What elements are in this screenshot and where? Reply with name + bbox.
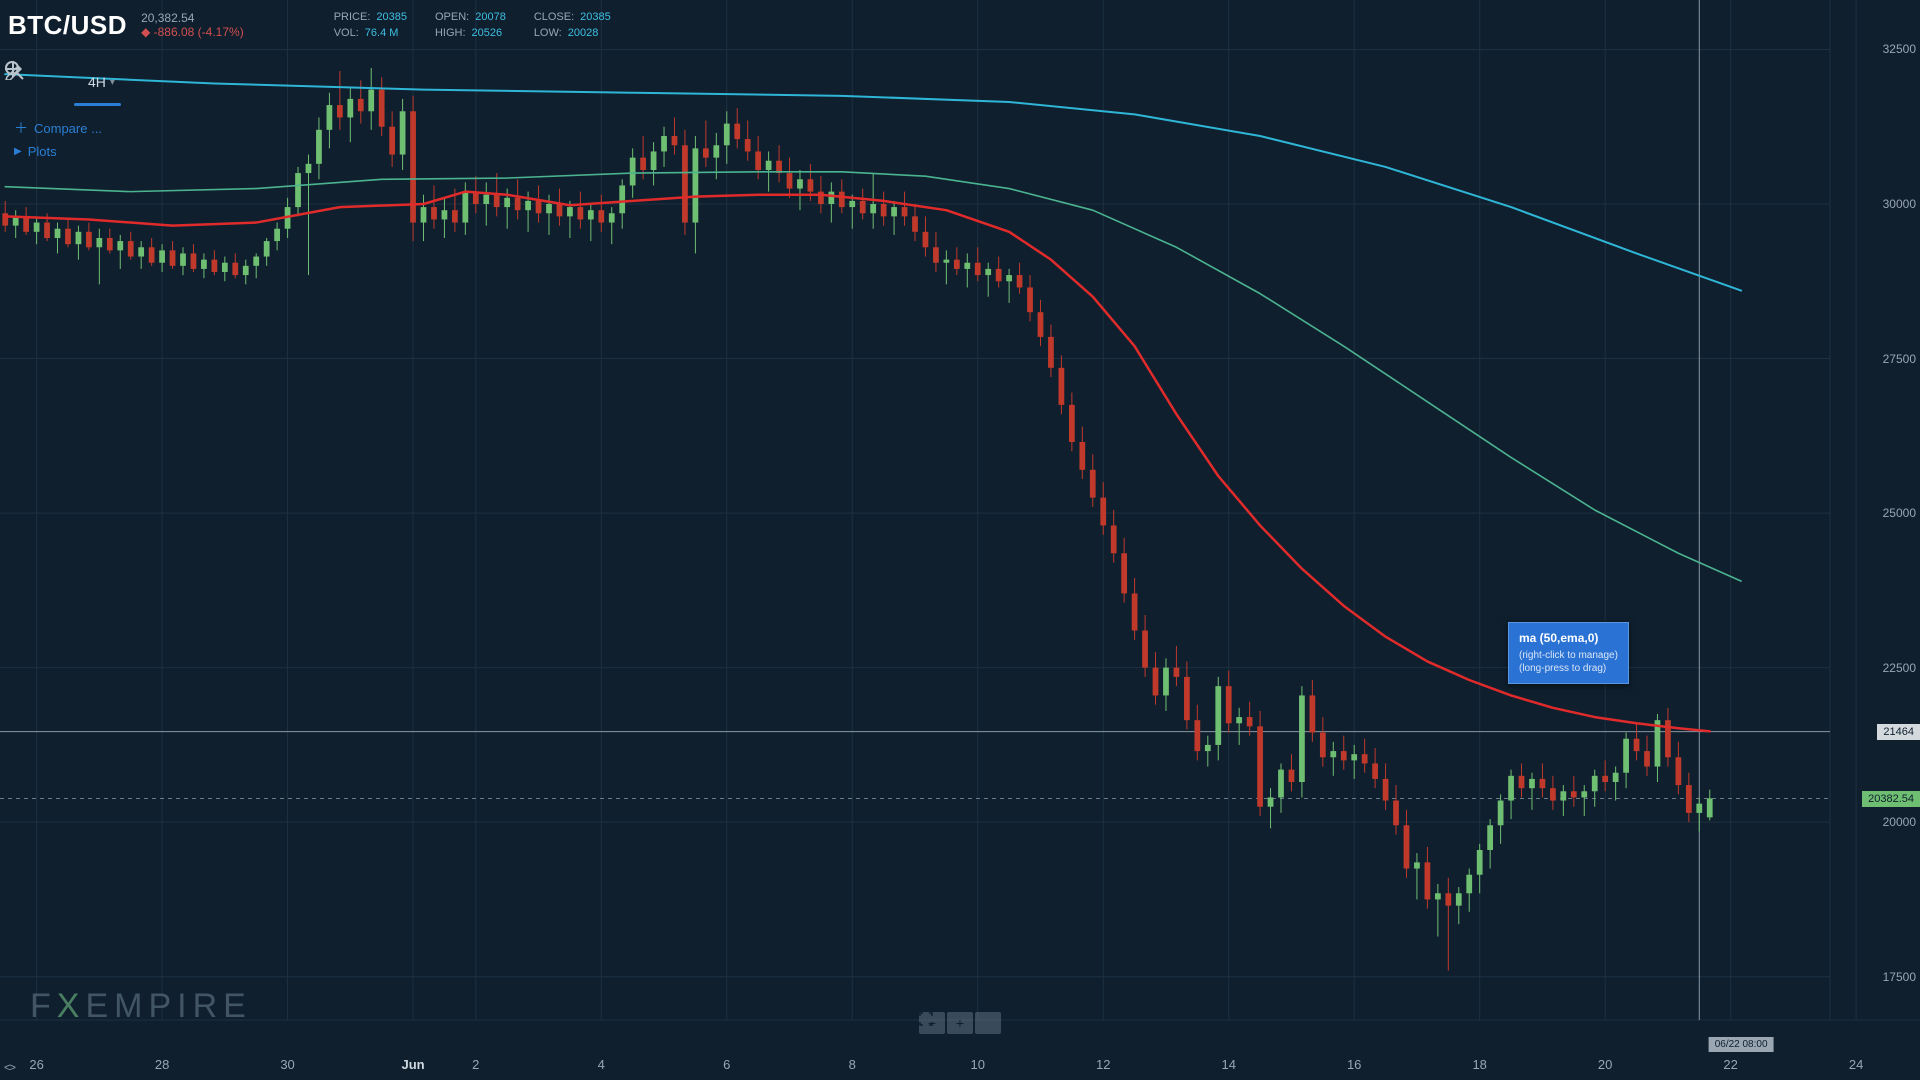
timeframe-selector[interactable]: 4H▾ <box>88 74 115 90</box>
x-tick-label: 10 <box>971 1057 985 1072</box>
tooltip-line2: (long-press to drag) <box>1519 662 1618 675</box>
x-tick-label: 2 <box>472 1057 479 1072</box>
indicator-tooltip[interactable]: ma (50,ema,0) (right-click to manage) (l… <box>1508 622 1629 684</box>
x-tick-label: 8 <box>849 1057 856 1072</box>
toolbar: 4H▾ <box>4 60 115 104</box>
cursor-time-badge: 06/22 08:00 <box>1709 1037 1774 1052</box>
x-tick-label: 4 <box>598 1057 605 1072</box>
x-tick-label: Jun <box>401 1057 424 1072</box>
tooltip-line1: (right-click to manage) <box>1519 649 1618 662</box>
last-price: 20,382.54 <box>141 11 244 25</box>
ohlc-stats: PRICE:20385 OPEN:20078 CLOSE:20385 VOL:7… <box>334 11 611 39</box>
compare-button[interactable]: ＋Compare ... <box>14 118 102 138</box>
symbol-label: BTC/USD <box>8 10 127 41</box>
x-tick-label: 6 <box>723 1057 730 1072</box>
y-tick-label: 17500 <box>1883 970 1916 984</box>
y-tick-label: 25000 <box>1883 506 1916 520</box>
watermark: FXEMPIRE <box>30 987 252 1026</box>
y-tick-label: 27500 <box>1883 352 1916 366</box>
plots-button[interactable]: ▶Plots <box>14 144 102 159</box>
y-tick-label: 22500 <box>1883 661 1916 675</box>
x-tick-label: 24 <box>1849 1057 1863 1072</box>
x-tick-label: 30 <box>280 1057 294 1072</box>
y-tick-label: 20000 <box>1883 815 1916 829</box>
x-tick-label: 12 <box>1096 1057 1110 1072</box>
crosshair-price-badge: 21464 <box>1877 724 1920 740</box>
price-change: ◆ -886.08 (-4.17%) <box>141 25 244 39</box>
price-chart[interactable] <box>0 0 1920 1080</box>
x-tick-label: 18 <box>1472 1057 1486 1072</box>
x-tick-label: 26 <box>29 1057 43 1072</box>
zoom-in-button[interactable]: + <box>947 1012 973 1034</box>
scroll-carets[interactable]: < > <box>4 1062 14 1074</box>
x-tick-label: 20 <box>1598 1057 1612 1072</box>
x-tick-label: 14 <box>1221 1057 1235 1072</box>
tooltip-title: ma (50,ema,0) <box>1519 631 1618 645</box>
top-bar: BTC/USD 20,382.54 ◆ -886.08 (-4.17%) PRI… <box>0 0 1920 50</box>
x-tick-label: 22 <box>1723 1057 1737 1072</box>
fullscreen-button[interactable] <box>975 1012 1001 1034</box>
link-row: ＋Compare ... ▶Plots <box>14 118 102 165</box>
x-tick-label: 16 <box>1347 1057 1361 1072</box>
x-tick-label: 28 <box>155 1057 169 1072</box>
y-tick-label: 30000 <box>1883 197 1916 211</box>
last-price-badge: 20382.54 <box>1862 791 1920 807</box>
zoom-controls: − + <box>919 1012 1001 1034</box>
